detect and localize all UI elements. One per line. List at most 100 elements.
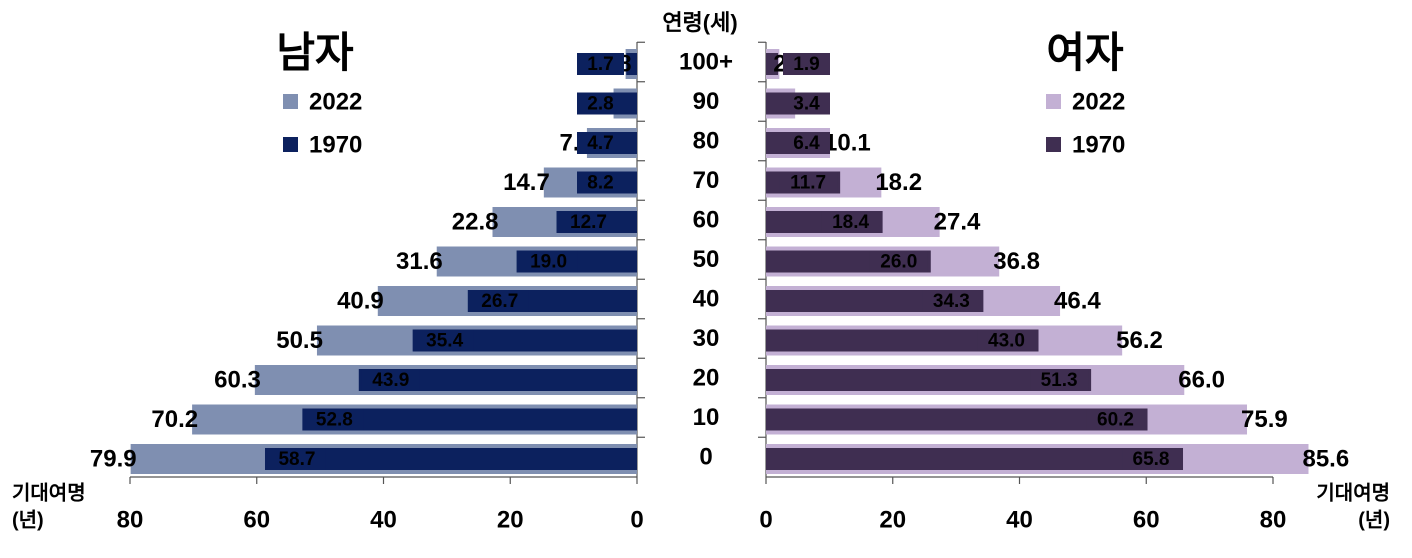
value-label-bg — [577, 53, 624, 75]
x-tick-label: 60 — [243, 506, 270, 533]
x-axis-label: (년) — [12, 508, 44, 531]
value-label: 75.9 — [1241, 406, 1288, 433]
value-label-bg — [577, 132, 624, 154]
category-label: 0 — [699, 443, 712, 470]
value-label: 18.4 — [832, 212, 869, 233]
legend-label: 1970 — [309, 131, 362, 158]
value-label: 58.7 — [278, 449, 315, 470]
bar — [766, 448, 1184, 470]
category-label: 30 — [693, 325, 720, 352]
value-label: 10.1 — [824, 129, 871, 156]
value-label-bg — [1030, 369, 1089, 391]
x-tick-label: 20 — [497, 506, 524, 533]
bar — [766, 329, 1039, 352]
legend-label: 2022 — [309, 88, 362, 115]
bar — [626, 53, 637, 75]
value-label-bg — [1122, 448, 1181, 470]
x-tick-label: 40 — [370, 506, 397, 533]
value-label: 60.2 — [1097, 410, 1134, 431]
category-label: 70 — [693, 167, 720, 194]
x-axis-label: 기대여명 — [1316, 481, 1390, 504]
value-label: 51.3 — [1041, 370, 1078, 391]
bar — [766, 408, 1148, 431]
value-label-bg — [519, 250, 578, 273]
x-tick-label: 0 — [630, 506, 643, 533]
category-label: 100+ — [679, 48, 733, 75]
value-label: 6.4 — [793, 133, 820, 154]
value-label-bg — [267, 448, 326, 470]
x-tick-label: 60 — [1133, 506, 1160, 533]
value-label-bg — [783, 132, 830, 154]
value-label: 31.6 — [396, 248, 443, 275]
value-label: 12.7 — [570, 212, 607, 233]
value-label: 52.8 — [316, 410, 353, 431]
bar — [264, 448, 637, 470]
legend-swatch — [1046, 94, 1061, 109]
value-label-bg — [361, 369, 420, 391]
value-label: 35.4 — [426, 331, 463, 352]
value-label-bg — [779, 171, 838, 194]
value-label: 40.9 — [337, 287, 384, 314]
value-label: 1.9 — [793, 54, 819, 75]
x-tick-label: 20 — [879, 506, 906, 533]
value-label-bg — [869, 250, 928, 273]
x-tick-label: 80 — [117, 506, 144, 533]
value-label: 26.7 — [481, 291, 518, 312]
category-label: 80 — [693, 127, 720, 154]
value-label: 1.7 — [587, 54, 613, 75]
value-label: 46.4 — [1054, 287, 1101, 314]
value-label: 70.2 — [151, 406, 198, 433]
value-label: 34.3 — [933, 291, 970, 312]
value-label-bg — [1086, 408, 1145, 431]
value-label: 4.7 — [587, 133, 613, 154]
bar — [766, 92, 788, 115]
value-label: 56.2 — [1116, 327, 1163, 354]
value-label-bg — [977, 329, 1036, 352]
value-label-bg — [577, 171, 624, 194]
legend-swatch — [283, 94, 298, 109]
category-label: 40 — [693, 285, 720, 312]
value-label: 85.6 — [1302, 445, 1349, 472]
category-label: 10 — [693, 404, 720, 431]
value-label: 43.0 — [988, 331, 1025, 352]
x-axis-label: (년) — [1358, 508, 1390, 531]
x-tick-label: 80 — [1260, 506, 1287, 533]
value-label: 66.0 — [1178, 366, 1225, 393]
value-label: 14.7 — [503, 169, 550, 196]
value-label-bg — [577, 92, 624, 115]
bar — [766, 53, 779, 75]
x-axis-label: 기대여명 — [12, 481, 86, 504]
legend-swatch — [1046, 137, 1061, 152]
legend-label: 2022 — [1072, 88, 1125, 115]
value-label-bg — [821, 211, 880, 233]
value-label-bg — [415, 329, 474, 352]
x-tick-label: 0 — [759, 506, 772, 533]
value-label: 60.3 — [214, 366, 261, 393]
value-label: 11.7 — [790, 173, 826, 194]
value-label: 79.9 — [90, 445, 137, 472]
category-axis-title: 연령(세) — [662, 10, 737, 35]
value-label-bg — [305, 408, 364, 431]
panel-title: 남자 — [276, 29, 354, 76]
panel-title: 여자 — [1046, 29, 1124, 76]
value-label: 36.8 — [993, 248, 1040, 275]
value-label: 43.9 — [372, 370, 409, 391]
legend-label: 1970 — [1072, 131, 1125, 158]
value-label: 18.2 — [875, 169, 922, 196]
value-label: 22.8 — [452, 208, 499, 235]
bar — [766, 369, 1092, 391]
bar — [358, 369, 637, 391]
category-label: 20 — [693, 364, 720, 391]
value-label-bg — [922, 290, 981, 312]
category-label: 90 — [693, 88, 720, 115]
value-label-bg — [783, 92, 830, 115]
value-label: 19.0 — [530, 252, 567, 273]
category-label: 50 — [693, 246, 720, 273]
value-label: 3.4 — [793, 94, 820, 115]
bar — [302, 408, 637, 431]
value-label: 50.5 — [276, 327, 323, 354]
value-label-bg — [783, 53, 830, 75]
value-label: 2.8 — [587, 94, 613, 115]
legend-swatch — [283, 137, 298, 152]
